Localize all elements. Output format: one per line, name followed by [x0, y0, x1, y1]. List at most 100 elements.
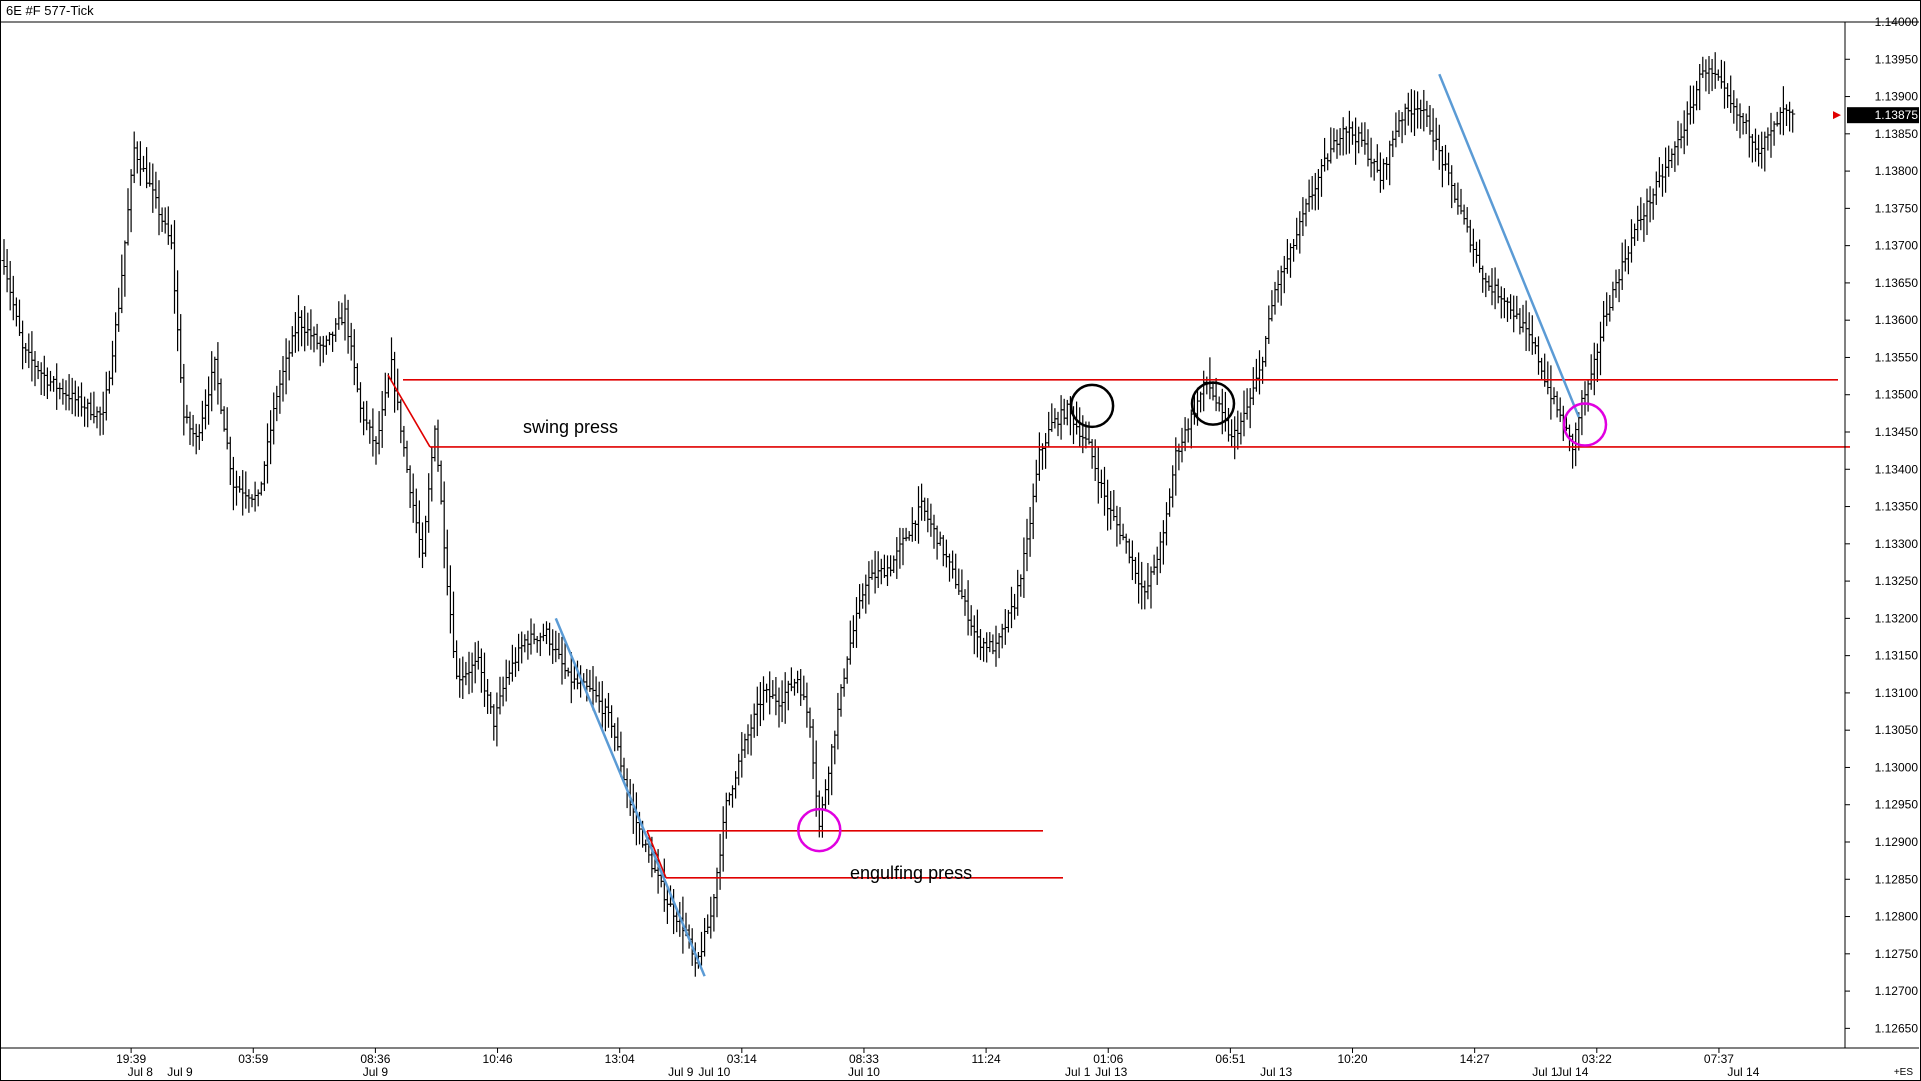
ohlc-bar: [1653, 171, 1659, 205]
ohlc-bar: [94, 406, 100, 429]
ohlc-bar: [1222, 391, 1228, 432]
ohlc-bar: [1740, 112, 1746, 135]
x-date-label: Jul 13: [1095, 1065, 1127, 1079]
chart-title: 6E #F 577-Tick: [6, 3, 94, 18]
ohlc-bar: [1328, 127, 1334, 164]
x-time-label: 10:46: [483, 1052, 513, 1066]
ohlc-bar: [289, 326, 295, 357]
ohlc-bar: [857, 584, 863, 619]
ohlc-bar: [1133, 557, 1138, 584]
ohlc-bar: [1421, 89, 1427, 132]
ohlc-bar: [1232, 416, 1238, 460]
ohlc-bar: [1430, 108, 1436, 161]
ohlc-bar: [88, 392, 94, 421]
last-price-box: [1847, 107, 1919, 124]
ohlc-bar: [1117, 507, 1123, 545]
ohlc-bar: [277, 370, 283, 414]
ohlc-bar: [1743, 113, 1749, 135]
ohlc-bar: [1009, 586, 1014, 629]
ohlc-bar: [1461, 204, 1467, 225]
ohlc-bar: [761, 676, 766, 721]
ohlc-bar: [91, 391, 97, 424]
ohlc-bar: [299, 310, 305, 347]
ohlc-bar: [48, 370, 53, 392]
ohlc-bar: [134, 141, 140, 174]
ohlc-bar: [993, 625, 999, 667]
ohlc-bar: [13, 297, 19, 327]
ohlc-bar: [962, 589, 968, 616]
ohlc-bar: [212, 356, 218, 391]
ohlc-bar: [1526, 312, 1532, 352]
ohlc-bar: [897, 527, 903, 569]
ohlc-bar: [1629, 219, 1634, 263]
ohlc-bar: [1470, 228, 1476, 267]
x-date-label: Jul 10: [698, 1065, 730, 1079]
ohlc-bar: [1625, 246, 1631, 275]
ohlc-bar: [441, 481, 447, 569]
ohlc-bar: [922, 497, 928, 522]
ohlc-bar: [1548, 365, 1554, 420]
ohlc-bar: [1771, 121, 1777, 146]
x-date-label: Jul 9: [668, 1065, 694, 1079]
ohlc-bar: [1346, 110, 1352, 154]
ohlc-bar: [1495, 278, 1501, 304]
ohlc-bar: [767, 671, 773, 715]
ohlc-bar: [1598, 321, 1603, 376]
ohlc-bar: [330, 331, 336, 352]
ohlc-bar: [1638, 197, 1644, 231]
ohlc-bar: [1374, 144, 1380, 173]
ohlc-bar: [599, 681, 605, 730]
ohlc-bar: [1201, 370, 1207, 412]
x-date-label: Jul 13: [1260, 1065, 1292, 1079]
y-tick-label: 1.12650: [1875, 1021, 1919, 1035]
ohlc-bar: [953, 553, 959, 589]
ohlc-bar: [1384, 157, 1390, 180]
ohlc-bar: [540, 623, 546, 642]
x-time-label: 10:20: [1338, 1052, 1368, 1066]
ohlc-bar: [1405, 92, 1411, 126]
ohlc-bar: [243, 471, 249, 509]
ohlc-bar: [1529, 315, 1535, 355]
ohlc-bar: [770, 680, 776, 699]
ohlc-bar: [745, 724, 751, 755]
ohlc-bar: [1272, 281, 1278, 315]
ohlc-bar: [971, 615, 977, 655]
ohlc-bar: [1399, 112, 1405, 144]
ohlc-bar: [60, 378, 66, 405]
ohlc-bar: [522, 634, 528, 653]
ohlc-bar: [723, 792, 729, 839]
y-tick-label: 1.13800: [1875, 164, 1919, 178]
engulfing-press-zone: engulfing press: [646, 830, 1063, 883]
ohlc-bar: [1086, 421, 1092, 445]
ohlc-bar: [1356, 126, 1362, 154]
ohlc-bar: [354, 363, 360, 393]
ohlc-bar: [206, 376, 212, 425]
ohlc-bar: [1030, 483, 1036, 540]
ohlc-bar: [29, 331, 35, 382]
ohlc-bar: [494, 692, 500, 747]
ohlc-bar: [447, 565, 453, 634]
y-tick-label: 1.12850: [1875, 872, 1919, 886]
ohlc-bar: [500, 676, 506, 707]
ohlc-bar: [246, 489, 252, 513]
ohlc-bar: [482, 652, 487, 707]
y-tick-label: 1.13400: [1875, 462, 1919, 476]
ohlc-bar: [1021, 537, 1027, 598]
ohlc-bar: [1291, 238, 1297, 262]
ohlc-bar: [1043, 433, 1049, 469]
ohlc-bar: [1, 239, 7, 275]
ohlc-bar: [1036, 432, 1042, 481]
annotations: swing press engulfing press: [387, 73, 1850, 977]
ohlc-bar: [314, 323, 320, 350]
ohlc-bar: [35, 361, 41, 380]
ohlc-bar: [1647, 186, 1653, 223]
ohlc-bar: [1263, 335, 1269, 367]
ohlc-bar: [54, 363, 60, 410]
ohlc-bar: [714, 867, 720, 918]
x-time-label: 11:24: [972, 1052, 1001, 1066]
ohlc-bar: [82, 396, 88, 427]
ohlc-bar: [156, 180, 162, 236]
ohlc-bar: [361, 401, 367, 436]
